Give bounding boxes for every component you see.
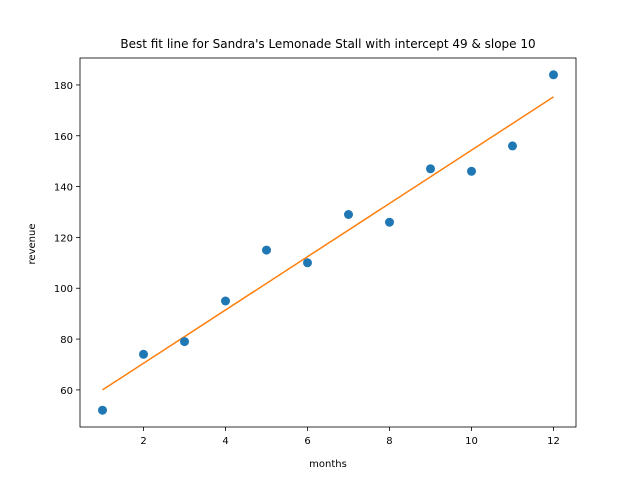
data-point xyxy=(549,70,558,80)
data-point xyxy=(385,217,394,227)
x-tick-label: 6 xyxy=(304,436,310,447)
data-point xyxy=(139,349,148,359)
x-tick-label: 4 xyxy=(222,436,228,447)
plot-area: 2 4 6 8 10 12 60 80 100 120 140 160 180 xyxy=(54,57,577,447)
x-axis-label: months xyxy=(309,459,347,470)
data-point xyxy=(98,405,107,415)
data-point xyxy=(467,166,476,176)
y-tick-label: 120 xyxy=(54,233,73,244)
x-tick-label: 12 xyxy=(547,436,560,447)
x-tick-label: 10 xyxy=(465,436,478,447)
data-point xyxy=(344,210,353,219)
y-tick-label: 100 xyxy=(54,284,73,295)
chart-title: Best fit line for Sandra's Lemonade Stal… xyxy=(120,37,535,51)
data-point xyxy=(508,141,517,151)
y-tick-label: 180 xyxy=(54,81,73,92)
x-tick-label: 2 xyxy=(140,436,146,447)
y-tick-label: 160 xyxy=(54,132,73,143)
fit-line xyxy=(102,96,554,391)
x-tick-label: 8 xyxy=(386,436,392,447)
data-point xyxy=(303,258,312,268)
data-point xyxy=(180,337,189,347)
y-axis-label: revenue xyxy=(27,224,38,265)
y-tick-label: 60 xyxy=(60,386,73,397)
data-point xyxy=(426,164,435,174)
y-tick-label: 140 xyxy=(54,183,73,194)
axes-frame xyxy=(79,57,577,428)
y-tick-label: 80 xyxy=(60,335,73,346)
data-point xyxy=(221,296,230,306)
data-point xyxy=(262,245,271,255)
